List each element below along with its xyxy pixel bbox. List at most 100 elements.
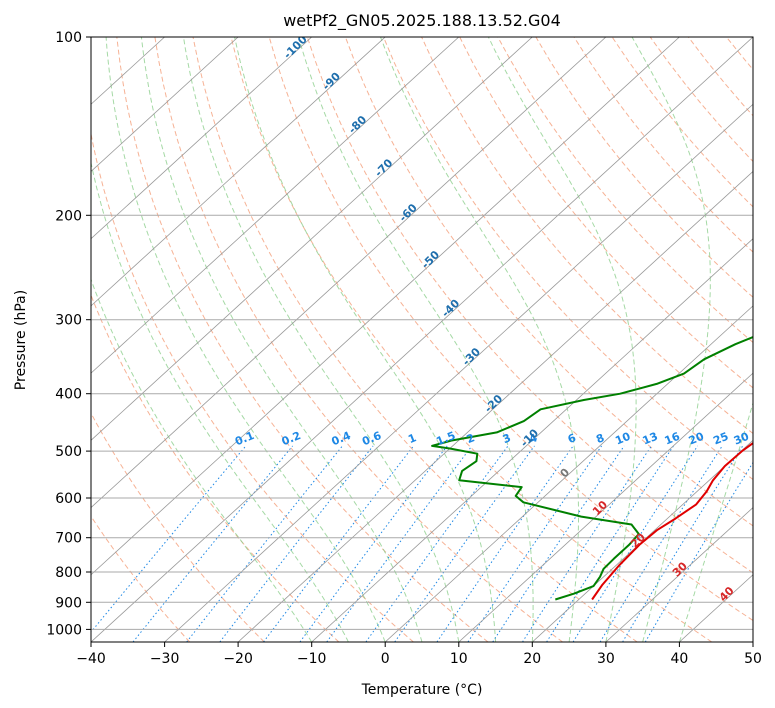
temperature-profile-line — [591, 441, 753, 601]
moist-adiabat-line — [380, 37, 579, 642]
mixing-ratio-line — [436, 445, 574, 642]
x-tick-label: −40 — [76, 651, 106, 667]
moist-adiabat-line — [234, 37, 497, 642]
series-lines — [431, 335, 753, 601]
y-tick-label: 400 — [55, 387, 82, 403]
isotherm-label: -80 — [346, 113, 369, 136]
warm-isotherm-label: 10 — [590, 498, 610, 518]
moist-adiabat-line — [183, 37, 460, 642]
warm-isotherm-label: 30 — [670, 559, 690, 579]
moist-adiabat-line — [487, 37, 637, 642]
isotherm-line — [91, 37, 239, 172]
y-axis-label: Pressure (hPa) — [13, 290, 29, 390]
dry-adiabat-line — [687, 37, 753, 117]
mixing-ratio-line — [572, 445, 699, 642]
moist-adiabat-line — [140, 37, 423, 642]
isotherm-label: -20 — [482, 392, 505, 415]
mixing-ratio-line — [263, 445, 414, 642]
isotherm-line — [91, 37, 460, 374]
moist-adiabat-line — [91, 160, 349, 642]
isotherm-label: -90 — [320, 70, 343, 93]
moist-adiabat-line — [678, 401, 753, 642]
mixing-ratio-label: 6 — [566, 431, 578, 446]
y-tick-label: 200 — [55, 208, 82, 224]
mixing-ratio-line — [492, 445, 625, 642]
moist-adiabat-line — [631, 37, 711, 642]
mixing-ratio-line — [326, 445, 473, 642]
x-tick-label: −20 — [223, 651, 253, 667]
mixing-ratio-line — [644, 461, 753, 642]
mixing-ratio-label: 20 — [687, 430, 706, 448]
dry-adiabat-line — [306, 37, 753, 574]
dry-adiabat-line — [192, 37, 638, 642]
x-tick-label: 0 — [381, 651, 390, 667]
y-tick-label: 800 — [55, 565, 82, 581]
plot-frame — [90, 36, 754, 643]
dry-adiabat-line — [116, 37, 489, 642]
isotherm-line — [91, 37, 533, 441]
chart-title: wetPf2_GN05.2025.188.13.52.G04 — [283, 11, 561, 31]
mixing-ratio-line — [365, 445, 509, 642]
mixing-ratio-line — [546, 445, 674, 642]
x-tick-label: 20 — [523, 651, 541, 667]
mixing-ratio-label: 16 — [663, 430, 682, 448]
dry-adiabat-line — [230, 37, 713, 642]
moist-adiabat-line — [105, 37, 386, 642]
mixing-ratio-label: 25 — [711, 430, 730, 448]
mixing-ratio-line — [467, 445, 603, 642]
moist-adiabat-line — [298, 37, 534, 642]
y-tick-label: 600 — [55, 491, 82, 507]
isotherm-line — [752, 641, 753, 642]
mixing-ratio-line — [219, 445, 374, 642]
x-tick-label: −10 — [297, 651, 327, 667]
mixing-ratio-label: 1 — [406, 431, 418, 446]
warm-isotherm-label: 20 — [628, 530, 648, 550]
dry-adiabat-line — [421, 37, 753, 435]
isotherm-line — [164, 103, 753, 642]
mixing-ratio-label: 1.5 — [434, 429, 457, 448]
dry-adiabat-line — [726, 37, 753, 71]
isotherm-label: -50 — [419, 248, 442, 271]
grid-lines — [91, 37, 753, 642]
axes: −40 −30 −20 −10 0 10 20 30 40 5010020030040050060… — [46, 30, 762, 667]
dry-adiabat-line — [91, 412, 265, 642]
y-tick-label: 300 — [55, 313, 82, 329]
y-tick-label: 900 — [55, 595, 82, 611]
mixing-ratio-label: 10 — [613, 430, 632, 448]
y-tick-label: 1000 — [46, 622, 82, 638]
mixing-ratio-line — [599, 445, 723, 642]
isotherm-line — [605, 507, 753, 642]
isotherm-label: -70 — [372, 156, 395, 179]
dry-adiabat-line — [268, 37, 753, 622]
dry-adiabat-line — [497, 37, 753, 344]
x-tick-label: 30 — [597, 651, 615, 667]
mixing-ratio-line — [132, 445, 293, 642]
isotherm-line — [91, 37, 680, 576]
dewpoint-profile-line — [431, 335, 753, 601]
mixing-ratio-label: 8 — [594, 431, 606, 446]
dry-adiabat-line — [344, 37, 753, 527]
isotherm-label: -10 — [518, 426, 541, 449]
mixing-ratio-label: 0.2 — [280, 429, 303, 448]
mixing-ratio-line — [522, 445, 652, 642]
isotherm-line — [91, 37, 607, 509]
warm-isotherm-label: 40 — [717, 584, 737, 604]
y-tick-label: 100 — [55, 30, 82, 46]
mixing-ratio-label: 13 — [641, 430, 660, 448]
isotherm-label: -30 — [460, 345, 483, 368]
y-tick-label: 500 — [55, 444, 82, 460]
dry-adiabat-line — [154, 37, 563, 642]
dry-adiabat-line — [765, 37, 775, 642]
mixing-ratio-line — [186, 445, 343, 642]
isotherm-line — [311, 238, 753, 642]
mixing-ratio-line — [299, 445, 448, 642]
x-tick-label: 50 — [744, 651, 762, 667]
dry-adiabat-line — [91, 293, 340, 642]
isotherm-line — [384, 305, 753, 642]
x-axis-label: Temperature (°C) — [361, 682, 483, 698]
isotherm-label: -40 — [439, 297, 462, 320]
x-tick-label: −30 — [150, 651, 180, 667]
isotherm-line — [91, 37, 753, 642]
x-tick-label: 10 — [450, 651, 468, 667]
